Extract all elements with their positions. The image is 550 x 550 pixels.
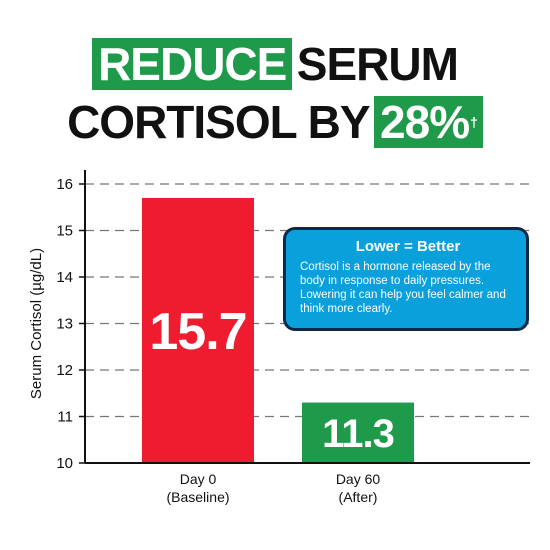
y-tick-label-12: 12 (56, 362, 73, 379)
x-category-label-1-0: Day 60 (336, 471, 381, 487)
x-category-label-1-1: (After) (339, 489, 378, 505)
bar-value-label-1: 11.3 (322, 412, 394, 456)
y-tick-label-10: 10 (56, 455, 73, 472)
callout-title: Lower = Better (355, 238, 461, 255)
bar-0 (142, 197, 254, 463)
y-tick-label-13: 13 (56, 316, 73, 333)
headline-highlight-reduce: REDUCE (92, 38, 293, 90)
lower-is-better-callout: Lower = Better Cortisol is a hormone rel… (283, 227, 529, 331)
footnote-mark: † (470, 114, 478, 130)
headline-word-cortisol-by: CORTISOL BY (67, 96, 371, 148)
y-tick-label-15: 15 (56, 223, 73, 240)
headline-line-2: CORTISOL BY 28%† (0, 96, 550, 148)
x-category-label-0-0: Day 0 (180, 471, 217, 487)
headline-highlight-percent: 28%† (374, 96, 483, 148)
headline-line-1: REDUCE SERUM (0, 38, 550, 90)
x-category-label-0-1: (Baseline) (166, 489, 229, 505)
bar-value-label-0: 15.7 (149, 303, 246, 361)
y-tick-label-11: 11 (57, 409, 73, 426)
y-axis-title: Serum Cortisol (µg/dL) (28, 248, 45, 399)
y-tick-label-16: 16 (56, 176, 73, 193)
headline-word-serum: SERUM (296, 38, 459, 90)
callout-body: Cortisol is a hormone released by the bo… (300, 261, 506, 315)
bar-1 (302, 402, 414, 463)
headline-percent-value: 28% (380, 96, 470, 148)
y-tick-label-14: 14 (56, 269, 73, 286)
